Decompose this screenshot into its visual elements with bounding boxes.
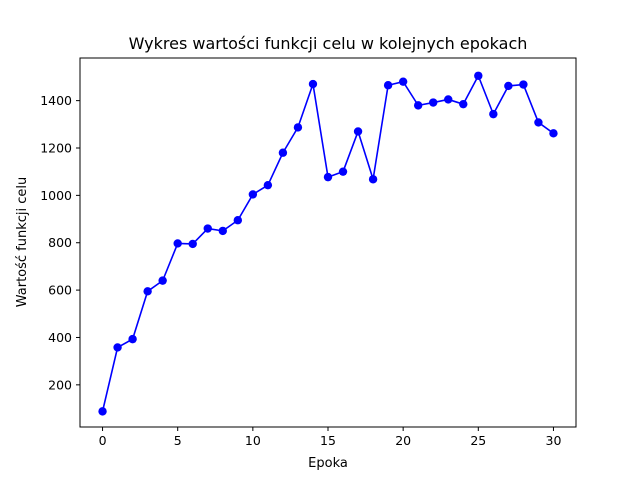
x-tick-label: 0 — [99, 433, 107, 448]
x-tick-label: 10 — [245, 433, 261, 448]
chart-title: Wykres wartości funkcji celu w kolejnych… — [129, 34, 528, 53]
x-tick-label: 20 — [395, 433, 411, 448]
data-point — [188, 239, 197, 249]
data-point — [549, 129, 558, 138]
data-point — [173, 239, 182, 248]
data-point — [218, 226, 227, 236]
data-point — [233, 216, 243, 225]
data-point — [98, 407, 107, 416]
data-point — [278, 148, 288, 157]
x-tick-label: 30 — [546, 433, 562, 448]
y-tick-label: 800 — [48, 235, 72, 250]
data-point — [323, 172, 333, 182]
y-tick-label: 200 — [48, 377, 72, 392]
data-point — [338, 167, 348, 176]
data-point — [489, 109, 498, 119]
x-tick-label: 25 — [470, 433, 486, 448]
y-axis-label: Wartość funkcji celu — [15, 177, 30, 308]
data-point — [504, 81, 513, 91]
data-point — [128, 334, 137, 344]
data-point — [413, 101, 423, 110]
data-point — [429, 98, 438, 107]
axes-frame — [79, 57, 577, 428]
y-tick-label: 1200 — [40, 141, 72, 156]
data-point — [519, 80, 528, 89]
series-group — [98, 71, 558, 416]
y-tick-label: 400 — [48, 330, 72, 345]
data-point — [293, 123, 303, 132]
data-point — [398, 77, 408, 86]
data-point — [263, 180, 273, 190]
data-point — [368, 175, 378, 184]
x-tick-label: 5 — [174, 433, 182, 448]
plot-area — [79, 57, 577, 428]
data-point — [459, 99, 468, 109]
x-axis: 0 5 10 15 20 25 30 — [99, 427, 562, 448]
y-axis: 200 400 600 800 1000 1200 1400 — [40, 93, 80, 392]
data-point — [474, 71, 483, 80]
data-point — [143, 287, 152, 296]
data-point — [158, 276, 167, 285]
data-point — [308, 79, 318, 89]
y-tick-label: 1000 — [40, 188, 72, 203]
x-tick-label: 15 — [320, 433, 336, 448]
y-tick-label: 600 — [48, 283, 72, 298]
data-point — [203, 224, 212, 233]
series-line — [101, 74, 554, 412]
data-point — [534, 118, 543, 127]
data-point — [113, 343, 122, 352]
x-axis-label: Epoka — [308, 456, 348, 471]
data-point — [444, 95, 453, 104]
data-point — [383, 81, 393, 90]
y-tick-label: 1400 — [40, 93, 72, 108]
data-point — [353, 127, 363, 136]
data-point — [248, 190, 258, 199]
